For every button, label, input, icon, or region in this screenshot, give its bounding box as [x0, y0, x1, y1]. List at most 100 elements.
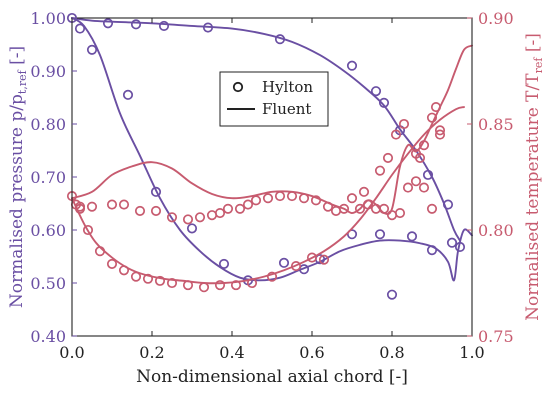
x-tick-label-4: 0.8 — [379, 343, 404, 362]
series-0-point-20 — [378, 97, 390, 108]
series-3-point-35 — [434, 125, 446, 136]
series-0-point-27 — [446, 237, 458, 248]
series-0-point-17 — [346, 229, 358, 240]
series-5-line — [71, 106, 465, 285]
series-0-point-8 — [186, 223, 198, 234]
y-left-tick-label-4: 0.80 — [30, 115, 66, 134]
series-3-point-34 — [426, 203, 438, 214]
series-3-point-53 — [306, 252, 318, 263]
legend: Hylton Fluent — [219, 71, 329, 127]
series-3-point-15 — [242, 199, 254, 210]
series-1-line — [71, 17, 473, 282]
series-3-point-58 — [382, 152, 394, 163]
series-4-line — [71, 44, 473, 216]
series-3-markers — [66, 101, 446, 293]
series-3-point-12 — [214, 207, 226, 219]
series-3-point-40 — [106, 258, 118, 269]
series-layer — [66, 12, 473, 300]
series-0-point-6 — [150, 186, 162, 197]
series-3-point-14 — [234, 203, 246, 214]
series-3-point-57 — [374, 165, 386, 176]
series-3-point-56 — [358, 186, 370, 197]
x-tick-label-1: 0.2 — [139, 343, 164, 362]
legend-box — [219, 71, 329, 127]
ticks-layer: 0.0 0.2 0.4 0.6 0.8 1.0 0.40 0.50 0.60 0.70 0.80 0.… — [30, 9, 513, 362]
series-0-point-5 — [130, 19, 142, 30]
y-right-axis-label: Normalised temperature T/Tref [-] — [523, 33, 545, 321]
series-3-point-62 — [414, 152, 426, 163]
y-right-tick-label-3: 0.90 — [478, 9, 514, 28]
series-0-point-7 — [158, 20, 170, 31]
series-0-point-16 — [346, 60, 358, 71]
series-3-point-55 — [346, 193, 358, 204]
series-0-point-13 — [278, 257, 290, 268]
series-3-point-17 — [262, 193, 274, 204]
y-left-label-sub: t,ref — [16, 69, 29, 94]
series-3-point-9 — [182, 214, 194, 225]
series-3-point-59 — [390, 129, 402, 140]
series-0-point-19 — [374, 229, 386, 240]
series-3-point-5 — [118, 199, 130, 210]
series-3-point-6 — [134, 205, 146, 216]
x-tick-label-3: 0.6 — [299, 343, 324, 362]
y-left-axis-label: Normalised pressure p/pt,ref [-] — [7, 46, 29, 308]
series-5-line — [71, 106, 465, 285]
plot-frame — [71, 17, 473, 337]
y-right-tick-label-2: 0.85 — [478, 115, 514, 134]
series-0-point-1 — [74, 23, 86, 34]
series-2-line — [71, 17, 461, 242]
y-left-tick-label-2: 0.60 — [30, 221, 66, 240]
series-3-point-7 — [150, 205, 162, 216]
series-3-point-29 — [386, 210, 398, 221]
series-0-point-3 — [102, 18, 114, 29]
series-3-point-51 — [266, 271, 278, 282]
series-3-point-47 — [198, 282, 210, 293]
series-3-point-43 — [142, 273, 154, 284]
series-4-line — [71, 44, 473, 216]
y-left-tick-label-1: 0.50 — [30, 274, 66, 293]
series-0-point-18 — [370, 86, 382, 97]
y-left-tick-label-0: 0.40 — [30, 327, 66, 346]
series-3-point-33 — [418, 182, 430, 193]
series-3-point-8 — [166, 212, 178, 223]
series-3-point-16 — [250, 195, 262, 206]
y-right-tick-label-0: 0.75 — [478, 327, 514, 346]
series-3-point-24 — [338, 203, 350, 214]
y-right-label-suffix: [-] — [523, 33, 543, 57]
series-2-line — [71, 17, 461, 242]
series-0-point-23 — [406, 231, 418, 242]
series-3-point-25 — [354, 203, 366, 214]
series-3-point-3 — [86, 201, 98, 212]
series-3-point-31 — [402, 182, 414, 193]
x-tick-label-5: 1.0 — [459, 343, 484, 362]
series-3-point-52 — [290, 260, 302, 272]
x-axis-label: Non-dimensional axial chord [-] — [136, 367, 408, 387]
series-3-point-49 — [230, 280, 242, 291]
series-3-point-54 — [318, 254, 330, 265]
series-0-point-10 — [218, 258, 230, 269]
y-left-tick-label-6: 1.00 — [30, 9, 66, 28]
series-3-point-60 — [398, 118, 410, 130]
series-0-point-21 — [386, 289, 398, 300]
series-3-point-11 — [206, 210, 218, 221]
y-left-label-suffix: [-] — [7, 46, 27, 70]
series-3-point-30 — [394, 207, 406, 219]
legend-circle-icon — [232, 81, 244, 93]
series-1-line — [71, 17, 473, 282]
series-3-point-44 — [154, 275, 166, 286]
y-right-label-main: Normalised temperature T/T — [523, 73, 543, 321]
y-left-tick-label-3: 0.70 — [30, 168, 66, 187]
y-left-label-main: Normalised pressure p/p — [7, 94, 27, 308]
legend-label-fluent: Fluent — [262, 100, 311, 118]
series-0-point-2 — [86, 44, 98, 55]
legend-label-hylton: Hylton — [262, 78, 313, 96]
y-left-tick-label-5: 0.90 — [30, 62, 66, 81]
series-3-point-13 — [222, 203, 234, 214]
series-3-point-48 — [214, 280, 226, 291]
x-tick-label-2: 0.4 — [219, 343, 244, 362]
series-3-point-4 — [106, 199, 118, 210]
series-0-point-4 — [122, 89, 134, 100]
series-3-point-38 — [82, 224, 94, 236]
y-right-label-sub: ref — [532, 57, 545, 74]
